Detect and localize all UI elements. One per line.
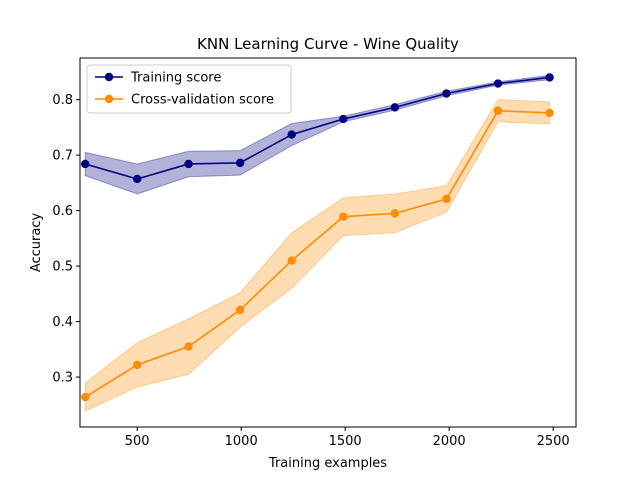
training-score-point — [339, 114, 348, 124]
legend-marker-cross-validation-score — [104, 94, 114, 104]
training-score-point — [390, 103, 400, 112]
x-tick-label: 2000 — [433, 434, 466, 449]
cross-validation-score-point — [390, 209, 400, 218]
x-tick-label: 500 — [125, 434, 150, 449]
cross-validation-score-line — [84, 109, 550, 398]
x-axis: 500 1000 1500 2000 2500 — [125, 427, 570, 449]
training-score-point — [132, 174, 142, 184]
x-axis-label: Training examples — [268, 456, 387, 471]
x-tick-label: 2500 — [537, 434, 570, 449]
y-tick-label: 0.5 — [52, 260, 73, 275]
training-score-point — [442, 89, 451, 98]
y-tick-label: 0.3 — [52, 371, 73, 386]
legend-box — [86, 64, 292, 114]
plot-area-frame — [79, 57, 577, 428]
legend-marker-training-score — [104, 72, 114, 82]
training-score-point — [184, 159, 193, 169]
training-score-point — [545, 73, 554, 82]
cross-validation-score-point — [184, 342, 193, 351]
y-tick-label: 0.7 — [52, 149, 73, 164]
cross-validation-score-point — [545, 108, 554, 118]
cross-validation-score-point — [442, 194, 451, 204]
x-tick-label: 1000 — [225, 434, 258, 449]
cross-validation-score-point — [287, 256, 296, 265]
cross-validation-score-band — [84, 99, 551, 412]
cross-validation-score-point — [493, 106, 503, 115]
y-tick-label: 0.6 — [52, 204, 73, 219]
cross-validation-score-point — [80, 392, 90, 402]
training-score-point — [287, 130, 296, 139]
y-axis: 0.3 0.4 0.5 0.6 0.7 0.8 — [52, 93, 80, 386]
y-tick-label: 0.4 — [52, 315, 73, 330]
cross-validation-score-point — [339, 212, 348, 221]
training-score-point — [80, 159, 90, 169]
cross-validation-score-point — [132, 360, 142, 370]
legend-label-training-score: Training score — [130, 71, 221, 86]
legend: Training score Cross-validation score — [86, 64, 292, 114]
training-score-point — [235, 158, 245, 168]
legend-label-cross-validation-score: Cross-validation score — [131, 93, 274, 108]
y-axis-label: Accuracy — [29, 213, 44, 273]
training-score-line — [84, 76, 550, 180]
cross-validation-score-point — [235, 305, 245, 315]
y-tick-label: 0.8 — [52, 93, 73, 108]
series-markers — [80, 73, 554, 402]
chart-title: KNN Learning Curve - Wine Quality — [197, 35, 459, 53]
training-score-point — [493, 79, 503, 88]
x-tick-label: 1500 — [329, 434, 362, 449]
series-lines — [84, 76, 550, 398]
